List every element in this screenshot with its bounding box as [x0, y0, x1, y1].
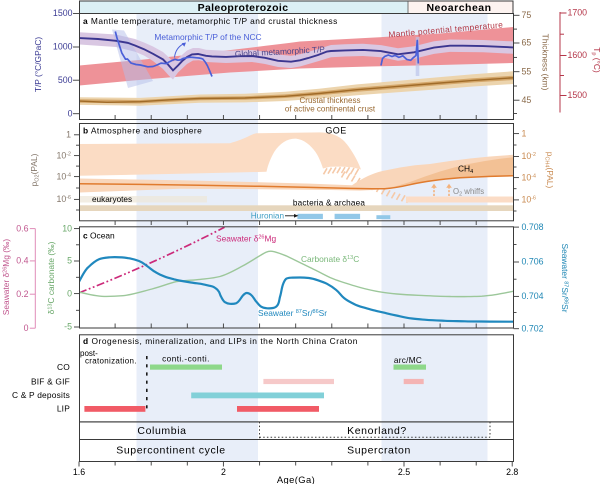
svg-text:1: 1: [66, 130, 71, 140]
svg-text:Huronian: Huronian: [251, 211, 285, 220]
svg-text:1600: 1600: [568, 50, 588, 60]
svg-text:75: 75: [522, 10, 532, 20]
svg-text:d Orogenesis, mineralization,: d Orogenesis, mineralization, and LIPs i…: [83, 336, 358, 346]
svg-text:2.8: 2.8: [506, 467, 518, 477]
svg-text:Crustal thickness: Crustal thickness: [300, 96, 361, 105]
svg-text:0.704: 0.704: [522, 291, 544, 301]
svg-text:Neoarchean: Neoarchean: [426, 2, 491, 14]
svg-text:10-4: 10-4: [522, 172, 537, 182]
svg-text:Kenorland?: Kenorland?: [347, 425, 407, 437]
svg-text:Thickness (km): Thickness (km): [541, 34, 551, 91]
svg-text:Seawater 87Sr/86Sr: Seawater 87Sr/86Sr: [258, 308, 327, 318]
svg-text:T/P (°C/GPaC): T/P (°C/GPaC): [33, 37, 43, 93]
svg-text:conti.-conti.: conti.-conti.: [162, 355, 210, 364]
svg-text:0.708: 0.708: [522, 222, 544, 232]
svg-text:Metamorphic T/P of the NCC: Metamorphic T/P of the NCC: [154, 32, 261, 42]
svg-text:eukaryotes: eukaryotes: [92, 195, 132, 204]
svg-text:500: 500: [58, 75, 73, 85]
svg-text:C & P deposits: C & P deposits: [12, 390, 70, 400]
svg-text:1: 1: [522, 128, 527, 138]
svg-text:Tp (°C): Tp (°C): [591, 47, 603, 73]
svg-text:Carbonate δ13C: Carbonate δ13C: [301, 254, 359, 264]
svg-text:10-6: 10-6: [522, 195, 537, 205]
svg-text:1000: 1000: [53, 42, 73, 52]
svg-text:10-4: 10-4: [56, 171, 71, 181]
svg-text:pO2(PAL): pO2(PAL): [29, 153, 41, 186]
svg-text:1.6: 1.6: [73, 467, 85, 477]
svg-text:0.2: 0.2: [16, 289, 28, 299]
svg-text:0.706: 0.706: [522, 257, 544, 267]
svg-text:arc/MC: arc/MC: [394, 356, 422, 365]
svg-text:Supercraton: Supercraton: [347, 445, 411, 457]
svg-text:post-: post-: [80, 349, 98, 358]
svg-text:of active continental crust: of active continental crust: [285, 105, 376, 114]
svg-text:Supercontinent cycle: Supercontinent cycle: [116, 445, 225, 457]
svg-text:2.5: 2.5: [398, 467, 410, 477]
svg-text:5: 5: [67, 256, 72, 266]
svg-text:δ13C carbonate (‰): δ13C carbonate (‰): [46, 241, 56, 314]
svg-text:CH4: CH4: [458, 164, 473, 176]
svg-text:0.702: 0.702: [522, 323, 544, 333]
svg-text:Age(Ga): Age(Ga): [277, 474, 315, 484]
svg-text:Seawater 87Sr/86Sr: Seawater 87Sr/86Sr: [560, 243, 570, 312]
svg-text:10-2: 10-2: [56, 150, 71, 160]
svg-text:cratonization.: cratonization.: [85, 357, 137, 366]
svg-text:45: 45: [522, 95, 532, 105]
svg-text:10: 10: [62, 223, 72, 233]
svg-text:Seawater δ26Mg: Seawater δ26Mg: [216, 234, 276, 244]
svg-text:bacteria & archaea: bacteria & archaea: [293, 199, 366, 208]
svg-text:BIF & GIF: BIF & GIF: [31, 377, 70, 387]
svg-text:Columbia: Columbia: [137, 425, 186, 437]
svg-text:pCH4(PAL): pCH4(PAL): [544, 152, 556, 189]
svg-text:10-6: 10-6: [56, 194, 71, 204]
svg-text:a Mantle temperature, metamor: a Mantle temperature, metamorphic T/P an…: [83, 16, 338, 26]
svg-text:-5: -5: [64, 322, 72, 332]
svg-text:c Ocean: c Ocean: [83, 231, 115, 241]
svg-text:0.4: 0.4: [16, 256, 28, 266]
svg-text:b Atmosphere and biosphere: b Atmosphere and biosphere: [83, 126, 202, 136]
svg-text:55: 55: [522, 66, 532, 76]
svg-text:1500: 1500: [568, 90, 588, 100]
svg-text:CO: CO: [57, 362, 70, 372]
svg-text:LIP: LIP: [57, 404, 70, 414]
svg-text:65: 65: [522, 38, 532, 48]
svg-text:0.6: 0.6: [16, 223, 28, 233]
svg-text:10-2: 10-2: [522, 151, 537, 161]
svg-text:Seawater δ26Mg (‰): Seawater δ26Mg (‰): [1, 239, 11, 316]
svg-text:0: 0: [67, 288, 72, 298]
svg-text:Global metamorphic T/P: Global metamorphic T/P: [235, 44, 326, 59]
svg-text:Paleoproterozoic: Paleoproterozoic: [198, 2, 289, 14]
svg-text:GOE: GOE: [325, 126, 346, 136]
svg-text:0: 0: [68, 108, 73, 118]
svg-text:0: 0: [24, 323, 29, 333]
svg-text:2: 2: [221, 467, 226, 477]
svg-text:O2 whiffs: O2 whiffs: [453, 187, 484, 198]
svg-text:1500: 1500: [53, 8, 73, 18]
svg-text:1700: 1700: [568, 8, 588, 18]
